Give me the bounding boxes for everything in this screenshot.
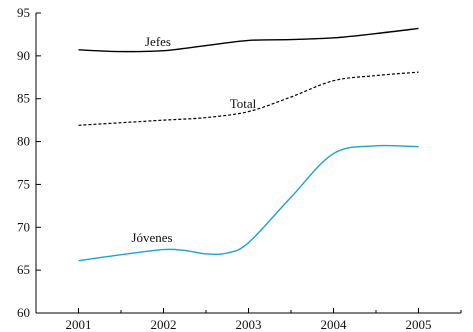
series-line-total	[78, 71, 419, 126]
series-label-jefes: Jefes	[145, 34, 171, 49]
y-tick-label: 95	[17, 5, 30, 20]
x-tick-label: 2005	[406, 317, 432, 332]
chart-series-labels: Jefes Total Jóvenes	[131, 34, 256, 245]
y-tick-label: 85	[17, 91, 30, 106]
series-line-jefes	[78, 27, 419, 53]
x-tick-label: 2003	[236, 317, 262, 332]
y-tick-label: 80	[17, 134, 30, 149]
y-tick-label: 75	[17, 176, 30, 191]
y-tick-label: 90	[17, 48, 30, 63]
x-tick-label: 2001	[66, 317, 92, 332]
y-tick-label: 70	[17, 219, 30, 234]
x-tick-label: 2002	[151, 317, 177, 332]
y-tick-label: 60	[17, 305, 30, 320]
x-tick-label: 2004	[321, 317, 348, 332]
y-tick-label: 65	[17, 262, 30, 277]
series-line-jovenes	[78, 144, 419, 262]
series-label-total: Total	[230, 96, 257, 111]
chart-axes: 60 65 70 75 80 85 90 95 2001 2002 2003 2004 2005	[17, 5, 462, 332]
series-label-jovenes: Jóvenes	[131, 230, 172, 245]
chart-series	[78, 27, 419, 262]
